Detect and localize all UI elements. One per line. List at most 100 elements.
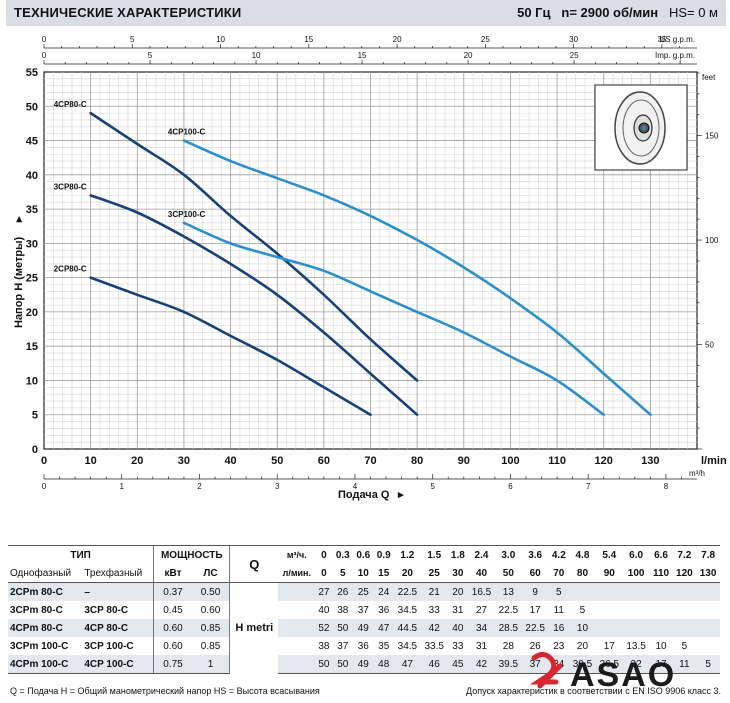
x-tick-label: 60 xyxy=(318,455,330,467)
head-value: 16.5 xyxy=(468,582,495,601)
x-tick-label: 120 xyxy=(595,455,613,467)
head-value: 33.5 xyxy=(424,640,444,652)
m3h-tick-label: 3 xyxy=(275,482,280,491)
curve-2CP80-C xyxy=(89,276,372,416)
head-value: 40 xyxy=(447,619,469,637)
flow-lmin-value: 80 xyxy=(576,567,589,579)
feet-tick-label: 50 xyxy=(705,341,714,350)
flow-lmin-value: 25 xyxy=(428,567,440,579)
power-hp: 1 xyxy=(191,655,230,674)
y-tick-label: 40 xyxy=(26,170,38,182)
table-cell xyxy=(278,655,316,674)
flow-lmin-value: 60 xyxy=(529,567,541,579)
power-hp: 0.85 xyxy=(200,640,221,652)
x-tick-label: 90 xyxy=(458,455,470,467)
us-gpm-tick-label: 10 xyxy=(216,35,225,44)
us-gpm-tick-label: 20 xyxy=(393,35,402,44)
series-label-3CP100-C: 3CP100-C xyxy=(168,210,206,219)
head-value: 42 xyxy=(420,619,448,637)
speed-label: n= 2900 об/мин xyxy=(561,5,659,20)
header-three-phase: Трехфазный xyxy=(84,567,143,579)
header-q-symbol: Q xyxy=(229,545,279,583)
us-gpm-axis-label: US g.p.m. xyxy=(659,35,695,44)
head-value: 35 xyxy=(378,640,390,652)
chart-axes: 0 10 20 30 40 50 60 70 80 90 100 110 120 130 l/min0510… xyxy=(26,35,727,491)
m3h-tick-label: 2 xyxy=(197,482,202,491)
flow-lmin-value: 100 xyxy=(627,567,645,579)
footer-tolerance: Допуск характеристик в соответствии с EN… xyxy=(466,686,722,696)
power-kw: 0.60 xyxy=(153,619,192,637)
flow-m3h-value: 1.5 xyxy=(420,545,448,564)
flow-lmin-value: 40 xyxy=(475,567,488,579)
head-value xyxy=(595,619,623,637)
head-value: 36 xyxy=(357,640,369,652)
head-value: 17 xyxy=(649,655,673,674)
flow-lmin-value: 130 xyxy=(699,567,717,579)
flow-m3h-value: 7.8 xyxy=(696,545,720,564)
head-value: 37 xyxy=(521,655,549,674)
head-value: 38 xyxy=(337,604,349,616)
flow-m3h-value: 2.4 xyxy=(468,545,495,564)
flow-m3h-value: 3.6 xyxy=(521,545,549,564)
head-value: 11 xyxy=(553,604,564,616)
y-tick-label: 55 xyxy=(26,67,38,79)
head-value: 28 xyxy=(502,640,514,652)
flow-lmin-value: 20 xyxy=(401,567,413,579)
pump-impeller-image xyxy=(594,84,688,171)
chart-series-labels: 2CP80-C 3CP80-C 4CP80-C 3CP100-C 4CP100-C xyxy=(54,100,206,274)
table-cell xyxy=(278,619,316,637)
head-value: 21 xyxy=(420,582,448,601)
head-value: 10 xyxy=(569,619,596,637)
model-single-phase: 2CPm 80-C xyxy=(8,582,83,601)
flow-m3h-value: 0.6 xyxy=(353,545,374,564)
curve-4CP100-C xyxy=(182,139,652,416)
model-three-phase: 4CP 80-C xyxy=(82,619,154,637)
y-axis-title-arrow: ▸ xyxy=(13,216,25,223)
power-kw: 0.60 xyxy=(153,637,192,655)
head-value: 39.5 xyxy=(494,655,522,674)
model-single-phase: 4CPm 80-C xyxy=(8,619,83,637)
imp-gpm-tick-label: 25 xyxy=(570,51,579,60)
header-single-phase: Однофазный xyxy=(10,567,72,579)
model-single-phase: 3CPm 100-C xyxy=(10,640,69,652)
head-value xyxy=(596,601,623,619)
flow-lmin-value: 90 xyxy=(603,567,615,579)
head-value: 13 xyxy=(494,582,522,601)
m3h-tick-label: 7 xyxy=(586,482,591,491)
head-value: 38 xyxy=(318,640,330,652)
us-gpm-tick-label: 35 xyxy=(657,35,666,44)
flow-m3h-value: 1.8 xyxy=(447,545,469,564)
series-label-4CP100-C: 4CP100-C xyxy=(168,128,206,137)
head-value: 27 xyxy=(315,582,333,601)
head-value: 31 xyxy=(452,604,464,616)
head-value: 44.5 xyxy=(393,619,421,637)
m3h-axis-label: m³/h xyxy=(689,469,705,478)
head-value xyxy=(650,601,673,619)
table-cell xyxy=(278,601,315,619)
flow-lmin-value: 50 xyxy=(502,567,514,579)
table-row: 4CPm 100-C 4CP 100-C 0.75 1 50 50 49 48 47 46 45 42… xyxy=(8,655,720,674)
power-kw: 0.37 xyxy=(153,582,192,601)
table-row: 3CPm 100-C 3CP 100-C 0.60 0.85 38 37 36 35 34.5 3… xyxy=(8,637,720,655)
y-tick-label: 50 xyxy=(26,101,38,113)
header-specs: 50 Гц n= 2900 об/мин HS= 0 м xyxy=(517,5,718,20)
flow-lmin-value: 5 xyxy=(340,567,346,579)
head-value: 5 xyxy=(696,655,720,674)
head-value: 37 xyxy=(337,640,349,652)
y-tick-label: 0 xyxy=(32,444,38,456)
model-three-phase: – xyxy=(82,582,154,601)
x-tick-label: 20 xyxy=(131,455,143,467)
x-tick-label: 110 xyxy=(548,455,566,467)
head-value: 22.5 xyxy=(393,582,421,601)
header-q-unit-lmin: л/мин. xyxy=(282,568,311,578)
flow-lmin-value: 30 xyxy=(452,567,464,579)
flow-m3h-value: 3.0 xyxy=(494,545,522,564)
head-value xyxy=(595,582,623,601)
power-hp: 0.60 xyxy=(200,604,221,616)
m3h-tick-label: 6 xyxy=(508,482,513,491)
head-value: 46 xyxy=(420,655,448,674)
head-value: 17 xyxy=(603,640,615,652)
head-value: 5 xyxy=(548,582,570,601)
